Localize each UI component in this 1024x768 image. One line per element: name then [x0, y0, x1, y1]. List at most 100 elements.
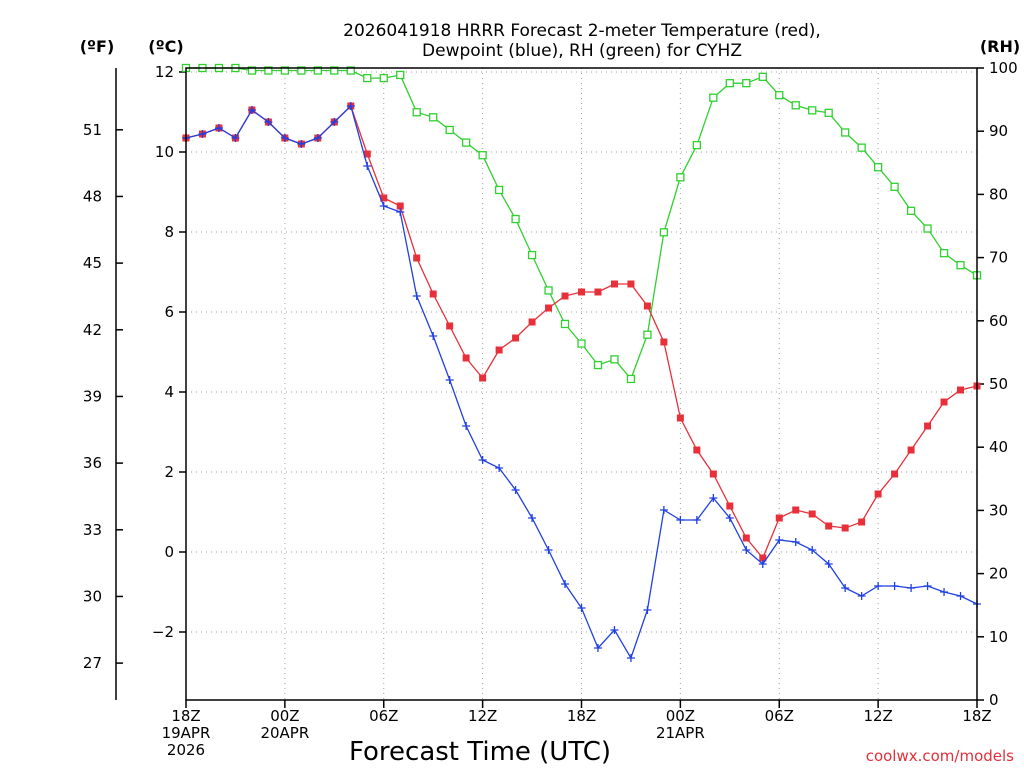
data-point-marker	[626, 654, 635, 662]
celsius-tick-label: 8	[164, 223, 174, 241]
data-point-marker	[445, 376, 454, 384]
x-tick-label: 18Z	[567, 707, 596, 725]
data-point-marker	[346, 66, 355, 75]
data-point-marker	[379, 202, 388, 210]
data-point-marker	[363, 162, 372, 170]
data-point-marker	[874, 582, 883, 590]
data-point-marker	[560, 319, 570, 329]
data-point-marker	[759, 554, 767, 562]
data-point-marker	[643, 330, 652, 339]
data-point-marker	[791, 538, 800, 546]
data-point-marker	[939, 249, 949, 258]
data-point-marker	[940, 588, 949, 596]
data-point-marker	[709, 93, 718, 102]
celsius-tick-label: 0	[164, 543, 174, 561]
data-point-marker	[808, 546, 817, 554]
celsius-tick-label: 2	[164, 463, 174, 481]
celsius-tick-label: 4	[164, 383, 174, 401]
data-point-marker	[280, 134, 289, 142]
data-point-marker	[429, 332, 438, 340]
data-point-marker	[380, 194, 388, 202]
data-point-marker	[379, 73, 388, 83]
data-point-marker	[297, 66, 306, 75]
data-point-marker	[659, 228, 669, 237]
data-point-marker	[709, 494, 718, 502]
rh-tick-label: 80	[989, 185, 1008, 203]
chart-title-line-1: 2026041918 HRRR Forecast 2-meter Tempera…	[343, 21, 821, 41]
data-point-marker	[924, 422, 932, 430]
data-point-marker	[610, 280, 618, 288]
data-point-marker	[544, 286, 553, 295]
data-point-marker	[907, 446, 915, 454]
data-point-marker	[923, 224, 932, 233]
data-point-marker	[742, 79, 751, 88]
x-tick-label: 18Z	[171, 707, 200, 725]
data-point-marker	[610, 626, 619, 634]
data-point-marker	[512, 334, 520, 342]
data-point-marker	[593, 360, 603, 370]
celsius-tick-label: 12	[155, 63, 174, 81]
rh-tick-label: 20	[989, 565, 1008, 583]
data-point-marker	[511, 486, 520, 494]
data-point-marker	[841, 584, 850, 592]
data-point-marker	[413, 254, 421, 262]
data-point-marker	[561, 580, 570, 588]
data-point-marker	[429, 113, 438, 122]
data-point-marker	[479, 374, 487, 382]
fahrenheit-unit-label: (ºF)	[80, 37, 115, 56]
data-point-marker	[808, 510, 816, 518]
data-point-marker	[478, 456, 487, 464]
data-point-marker	[198, 130, 207, 138]
data-point-marker	[709, 470, 717, 478]
data-point-marker	[659, 506, 668, 514]
rh-tick-label: 10	[989, 628, 1008, 646]
data-point-marker	[758, 560, 767, 568]
rh-unit-label: (RH)	[980, 37, 1020, 56]
data-point-marker	[857, 592, 866, 600]
data-point-marker	[495, 346, 503, 354]
rh-tick-label: 50	[989, 375, 1008, 393]
rh-tick-label: 90	[989, 122, 1008, 140]
data-point-marker	[742, 546, 751, 554]
data-point-marker	[396, 208, 405, 216]
data-point-marker	[808, 106, 817, 115]
x-tick-label: 18Z	[962, 707, 991, 725]
rh-tick-label: 0	[989, 691, 999, 709]
data-point-marker	[858, 518, 866, 526]
data-point-marker	[264, 118, 273, 126]
data-point-marker	[545, 304, 553, 312]
data-point-marker	[247, 106, 256, 114]
data-point-marker	[824, 108, 833, 118]
x-axis-label: Forecast Time (UTC)	[349, 737, 611, 767]
data-point-marker	[363, 150, 371, 158]
x-tick-label: 06Z	[765, 707, 794, 725]
data-point-marker	[593, 644, 602, 652]
data-point-marker	[313, 66, 322, 75]
data-point-marker	[462, 422, 471, 430]
rh-tick-label: 30	[989, 501, 1008, 519]
data-point-marker	[429, 290, 437, 298]
series-0	[182, 102, 981, 562]
fahrenheit-tick-label: 39	[83, 387, 102, 405]
celsius-axis: 12 10 8 6 4 2 0 −2	[152, 63, 186, 641]
chart-title-line-2: Dewpoint (blue), RH (green) for CYHZ	[422, 41, 742, 61]
fahrenheit-tick-label: 45	[83, 254, 102, 272]
x-tick-label: 00Z	[666, 707, 695, 725]
celsius-tick-label: −2	[152, 623, 174, 641]
data-point-marker	[297, 140, 306, 148]
data-point-marker	[792, 506, 800, 514]
data-point-marker	[775, 91, 784, 100]
x-tick-label: 00Z	[270, 707, 299, 725]
data-point-marker	[578, 288, 585, 296]
fahrenheit-tick-label: 36	[83, 454, 102, 472]
data-point-marker	[330, 118, 339, 126]
data-point-marker	[906, 206, 916, 215]
data-point-marker	[577, 604, 586, 612]
data-point-marker	[561, 292, 569, 300]
data-point-marker	[412, 108, 421, 117]
data-point-marker	[956, 592, 965, 600]
data-point-marker	[726, 502, 734, 510]
data-point-marker	[956, 261, 965, 270]
